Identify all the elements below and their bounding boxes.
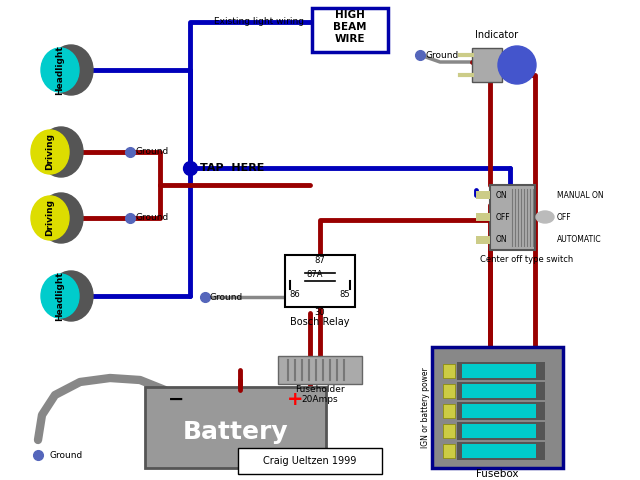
Text: Ground: Ground xyxy=(210,292,243,301)
FancyBboxPatch shape xyxy=(462,424,536,438)
FancyBboxPatch shape xyxy=(285,255,355,307)
Text: HIGH: HIGH xyxy=(335,10,365,20)
Text: ON: ON xyxy=(496,236,508,244)
FancyBboxPatch shape xyxy=(476,236,490,244)
Text: 86: 86 xyxy=(290,290,300,299)
Text: 20Amps: 20Amps xyxy=(301,395,339,404)
FancyBboxPatch shape xyxy=(490,185,535,250)
Text: 87A: 87A xyxy=(307,270,323,279)
Text: WIRE: WIRE xyxy=(335,34,365,44)
Ellipse shape xyxy=(41,274,79,318)
FancyBboxPatch shape xyxy=(462,444,536,458)
FancyBboxPatch shape xyxy=(457,402,545,420)
Text: BEAM: BEAM xyxy=(333,22,367,32)
Ellipse shape xyxy=(49,271,93,321)
FancyBboxPatch shape xyxy=(443,364,455,378)
Ellipse shape xyxy=(31,130,69,174)
Text: Ground: Ground xyxy=(425,50,458,60)
Text: OFF: OFF xyxy=(557,213,572,221)
Text: Existing light wiring: Existing light wiring xyxy=(214,17,304,26)
Ellipse shape xyxy=(498,46,536,84)
Text: Headlight: Headlight xyxy=(56,45,65,95)
Ellipse shape xyxy=(39,193,83,243)
Text: Headlight: Headlight xyxy=(56,271,65,321)
Text: Center off type switch: Center off type switch xyxy=(480,255,573,264)
Text: OFF: OFF xyxy=(496,213,511,221)
FancyBboxPatch shape xyxy=(432,347,563,468)
FancyBboxPatch shape xyxy=(443,404,455,418)
Text: Ground: Ground xyxy=(135,214,168,223)
FancyBboxPatch shape xyxy=(443,424,455,438)
Ellipse shape xyxy=(536,211,554,223)
Text: 30: 30 xyxy=(315,308,325,317)
Text: Driving: Driving xyxy=(45,133,54,170)
FancyBboxPatch shape xyxy=(472,48,502,82)
Ellipse shape xyxy=(39,127,83,177)
Text: ON: ON xyxy=(496,191,508,200)
FancyBboxPatch shape xyxy=(145,387,326,468)
Text: 85: 85 xyxy=(340,290,350,299)
Text: −: − xyxy=(168,390,184,409)
FancyBboxPatch shape xyxy=(457,362,545,380)
FancyBboxPatch shape xyxy=(443,384,455,398)
Text: Battery: Battery xyxy=(182,420,288,444)
FancyBboxPatch shape xyxy=(476,213,490,221)
Text: +: + xyxy=(287,390,303,409)
Text: Fusebox: Fusebox xyxy=(476,469,519,479)
Text: MANUAL ON: MANUAL ON xyxy=(557,191,604,200)
Text: Ground: Ground xyxy=(135,147,168,156)
Text: Ground: Ground xyxy=(50,451,83,459)
Text: TAP  HERE: TAP HERE xyxy=(200,163,264,173)
FancyBboxPatch shape xyxy=(443,444,455,458)
FancyBboxPatch shape xyxy=(462,364,536,378)
FancyBboxPatch shape xyxy=(457,382,545,400)
Text: IGN or battery power: IGN or battery power xyxy=(420,367,429,448)
Text: Indicator: Indicator xyxy=(476,30,518,40)
FancyBboxPatch shape xyxy=(278,356,362,384)
FancyBboxPatch shape xyxy=(462,404,536,418)
Text: Fuseholder: Fuseholder xyxy=(295,385,345,394)
FancyBboxPatch shape xyxy=(238,448,382,474)
Text: Craig Ueltzen 1999: Craig Ueltzen 1999 xyxy=(263,456,356,466)
Text: AUTOMATIC: AUTOMATIC xyxy=(557,236,602,244)
FancyBboxPatch shape xyxy=(476,191,490,199)
FancyBboxPatch shape xyxy=(457,422,545,440)
Text: Bosch Relay: Bosch Relay xyxy=(291,317,349,327)
Text: 87: 87 xyxy=(315,256,325,265)
FancyBboxPatch shape xyxy=(457,442,545,460)
Ellipse shape xyxy=(49,45,93,95)
FancyBboxPatch shape xyxy=(312,8,388,52)
Ellipse shape xyxy=(41,48,79,92)
Text: Driving: Driving xyxy=(45,200,54,237)
Ellipse shape xyxy=(31,196,69,240)
FancyBboxPatch shape xyxy=(462,384,536,398)
